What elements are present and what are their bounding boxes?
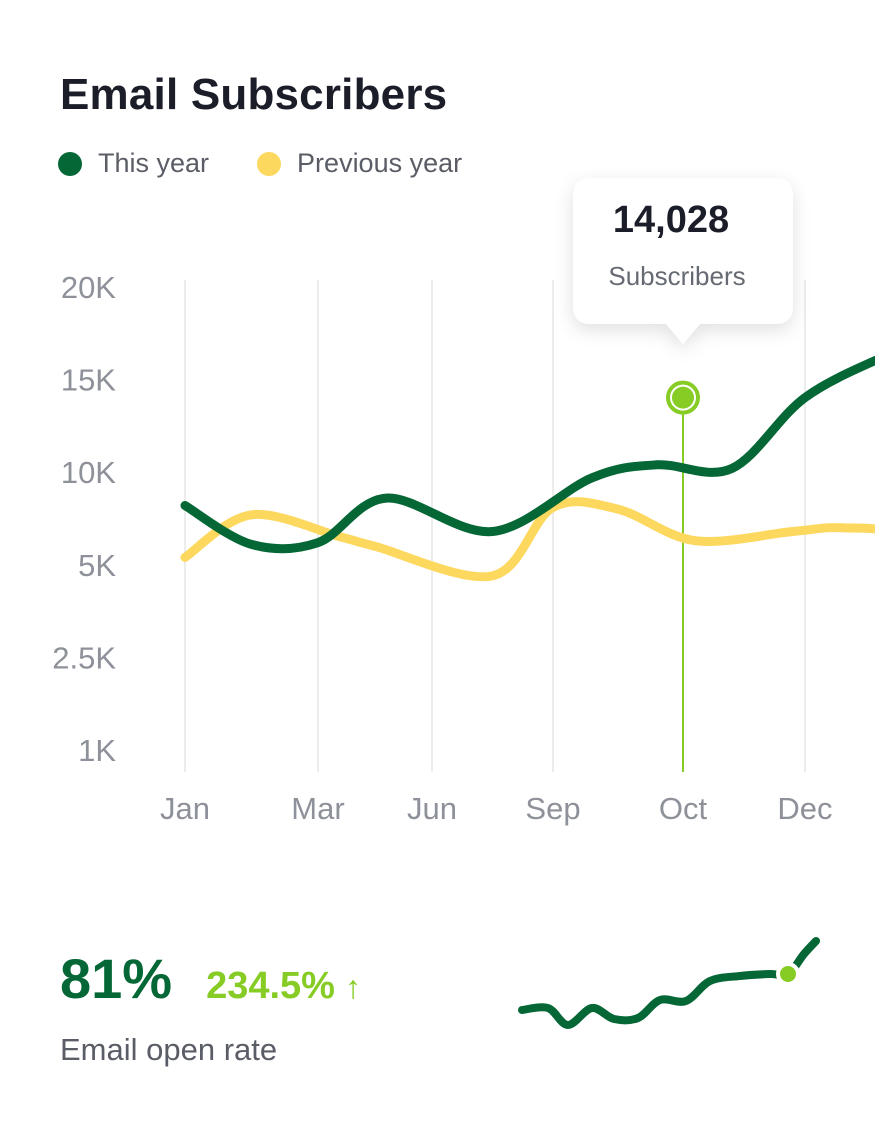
legend-item-previous-year[interactable]: Previous year (257, 148, 462, 179)
open-rate-stat: 81% 234.5% ↑ (60, 946, 361, 1011)
legend-dot-this-year (58, 151, 82, 176)
y-tick-5k: 5K (78, 548, 116, 583)
grid-lines (184, 280, 806, 772)
tooltip-label: Subscribers (608, 261, 745, 291)
y-tick-2-5k: 2.5K (52, 640, 116, 675)
x-tick-dec: Dec (777, 791, 832, 826)
y-tick-15k: 15K (61, 363, 116, 398)
x-tick-sep: Sep (525, 791, 580, 826)
y-tick-1k: 1K (78, 733, 116, 768)
chart-legend: This year Previous year (58, 148, 462, 179)
tooltip: 14,028 Subscribers (573, 178, 793, 344)
series-line-this-year (180, 355, 875, 554)
open-rate-value: 81% (60, 947, 173, 1010)
open-rate-sparkline (518, 937, 820, 1030)
sparkline-point (776, 962, 800, 986)
series-lines (180, 355, 875, 582)
y-tick-20k: 20K (61, 270, 116, 305)
x-tick-jan: Jan (160, 791, 210, 826)
y-axis: 20K 15K 10K 5K 2.5K 1K (52, 270, 116, 768)
open-rate-change: 234.5% ↑ (206, 965, 361, 1008)
open-rate-change-value: 234.5% (206, 965, 335, 1007)
x-axis: Jan Mar Jun Sep Oct Dec (160, 791, 833, 826)
chart-title: Email Subscribers (60, 70, 448, 119)
x-tick-oct: Oct (659, 791, 708, 826)
legend-item-this-year[interactable]: This year (58, 148, 209, 179)
open-rate-label: Email open rate (60, 1032, 278, 1067)
tooltip-value: 14,028 (613, 199, 729, 241)
highlight-point-fill (672, 386, 694, 409)
legend-label-this-year: This year (98, 148, 210, 178)
x-tick-mar: Mar (291, 791, 344, 826)
arrow-up-icon: ↑ (344, 969, 361, 1005)
legend-dot-previous-year (257, 151, 282, 176)
legend-label-previous-year: Previous year (297, 148, 463, 178)
y-tick-10k: 10K (61, 455, 116, 490)
tooltip-box (573, 178, 793, 344)
sparkline-path (518, 937, 820, 1030)
x-tick-jun: Jun (407, 791, 457, 826)
series-line-previous-year (180, 497, 875, 582)
line-chart: 20K 15K 10K 5K 2.5K 1K Jan Mar Jun Sep Oct Dec 14,… (52, 178, 875, 826)
